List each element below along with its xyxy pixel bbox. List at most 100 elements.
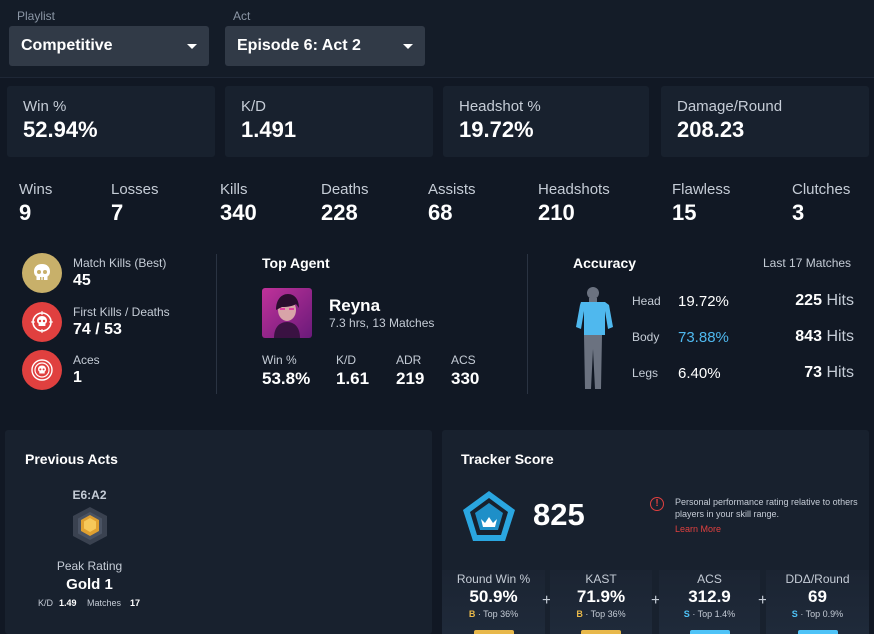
tracker-cell-acs: ACS 312.9 S · Top 1.4% bbox=[659, 570, 760, 634]
agent-stat-label: Win % bbox=[262, 353, 297, 367]
tracker-cell-grade: B bbox=[468, 609, 476, 619]
accuracy-hits-label: Hits bbox=[826, 328, 854, 345]
mini-stat-value: 7 bbox=[111, 200, 124, 225]
mini-stat-value: 68 bbox=[428, 200, 453, 225]
badge-label: Aces bbox=[73, 353, 100, 367]
peak-rating-label: Peak Rating bbox=[56, 559, 123, 573]
mini-stat-value: 3 bbox=[792, 200, 805, 225]
tracker-cell-value: 69 bbox=[808, 587, 827, 606]
badge-value: 74 / 53 bbox=[73, 321, 122, 338]
mini-stat-label: Headshots bbox=[538, 181, 610, 198]
accuracy-pct: 19.72% bbox=[678, 292, 729, 310]
divider bbox=[216, 254, 217, 394]
badge-value: 1 bbox=[73, 369, 82, 386]
previous-act-kd-label: K/D bbox=[38, 598, 54, 608]
mini-stat-wins: Wins 9 bbox=[19, 181, 52, 226]
accuracy-title: Accuracy bbox=[573, 255, 637, 271]
tracker-cell-label: ACS bbox=[697, 572, 722, 586]
chevron-down-icon bbox=[403, 43, 413, 49]
agent-stat-label: ADR bbox=[396, 353, 422, 367]
tracker-cell-value: 71.9% bbox=[576, 587, 626, 606]
agent-stat-adr: ADR 219 bbox=[396, 353, 424, 389]
tracker-cell-grade: S bbox=[683, 609, 690, 619]
stat-card-value: 19.72% bbox=[459, 117, 534, 142]
stat-card-headshot-pct: Headshot % 19.72% bbox=[443, 86, 649, 157]
previous-act-kd-value: 1.49 bbox=[59, 598, 77, 608]
stat-card-label: K/D bbox=[241, 98, 267, 115]
tracker-cell-grade: B bbox=[576, 609, 583, 619]
plus-icon: + bbox=[542, 592, 552, 609]
tracker-score-info-text: Personal performance rating relative to … bbox=[675, 497, 858, 519]
tracker-cell-bar bbox=[473, 630, 514, 634]
tracker-cell-value: 50.9% bbox=[469, 587, 518, 606]
stat-card-label: Headshot % bbox=[459, 98, 541, 115]
agent-stat-label: K/D bbox=[336, 353, 357, 367]
mini-stat-label: Losses bbox=[111, 181, 159, 198]
agent-portrait[interactable] bbox=[262, 288, 312, 338]
act-select[interactable]: Episode 6: Act 2 bbox=[225, 26, 425, 66]
previous-act-name: E6:A2 bbox=[72, 488, 107, 502]
mini-stat-losses: Losses 7 bbox=[111, 181, 159, 226]
mini-stat-value: 15 bbox=[672, 200, 697, 225]
mini-stat-value: 228 bbox=[321, 200, 358, 225]
act-select-value: Episode 6: Act 2 bbox=[237, 37, 361, 54]
tracker-cell-value: 312.9 bbox=[688, 587, 731, 606]
stat-card-win-pct: Win % 52.94% bbox=[7, 86, 215, 157]
accuracy-range: Last 17 Matches bbox=[763, 256, 852, 270]
mini-stat-label: Assists bbox=[428, 181, 476, 198]
agent-name: Reyna bbox=[329, 296, 381, 315]
tracker-cell-bar bbox=[689, 630, 730, 634]
learn-more-link[interactable]: Learn More bbox=[675, 524, 722, 534]
accuracy-hits: 225 bbox=[795, 292, 822, 309]
agent-stat-kd: K/D 1.61 bbox=[336, 353, 369, 389]
skull-icon bbox=[22, 253, 62, 293]
accuracy-hits-label: Hits bbox=[826, 364, 854, 381]
top-agent-title: Top Agent bbox=[262, 255, 330, 271]
mini-stat-assists: Assists 68 bbox=[428, 181, 476, 226]
agent-portrait-icon bbox=[274, 294, 300, 338]
stat-card-value: 52.94% bbox=[23, 117, 98, 142]
tracker-score-title: Tracker Score bbox=[461, 451, 554, 467]
agent-stat-acs: ACS 330 bbox=[451, 353, 479, 389]
agent-stat-label: ACS bbox=[451, 353, 476, 367]
tracker-cell-label: KAST bbox=[585, 572, 617, 586]
accuracy-row-body: Body 73.88% 843 Hits bbox=[632, 328, 854, 346]
agent-stat-value: 219 bbox=[396, 369, 425, 388]
tracker-cell-top: · Top 1.4% bbox=[692, 609, 736, 619]
tracker-cell-bar bbox=[797, 630, 838, 634]
badge-value: 45 bbox=[73, 272, 91, 289]
tracker-cell-grade: S bbox=[791, 609, 798, 619]
peak-rating-value: Gold 1 bbox=[66, 576, 113, 593]
info-icon[interactable]: ! bbox=[650, 497, 664, 511]
crosshair-skull-icon bbox=[22, 302, 62, 342]
agent-stat-value: 53.8% bbox=[262, 369, 311, 388]
mini-stat-label: Kills bbox=[220, 181, 248, 198]
accuracy-pct: 73.88% bbox=[678, 328, 729, 346]
target-skull-icon bbox=[22, 350, 62, 390]
accuracy-hits: 73 bbox=[804, 364, 822, 381]
tracker-score-emblem-icon bbox=[459, 489, 519, 550]
mini-stat-label: Wins bbox=[19, 181, 53, 198]
agent-meta: 7.3 hrs, 13 Matches bbox=[329, 316, 435, 330]
badge-label: First Kills / Deaths bbox=[73, 305, 170, 319]
plus-icon: + bbox=[651, 592, 661, 609]
accuracy-hits-label: Hits bbox=[826, 292, 854, 309]
mini-stat-label: Flawless bbox=[672, 181, 731, 198]
divider bbox=[527, 254, 528, 394]
stat-card-value: 208.23 bbox=[677, 117, 745, 142]
mini-stat-label: Clutches bbox=[792, 181, 851, 198]
stat-card-kd: K/D 1.491 bbox=[225, 86, 433, 157]
tracker-cell-label: DDΔ/Round bbox=[785, 572, 850, 586]
previous-act-matches-value: 17 bbox=[130, 598, 141, 608]
gold-rank-icon[interactable] bbox=[71, 506, 109, 551]
tracker-cell-label: Round Win % bbox=[456, 572, 531, 586]
playlist-select[interactable]: Competitive bbox=[9, 26, 209, 66]
tracker-cell-top: · Top 36% bbox=[585, 609, 626, 619]
accuracy-part-label: Legs bbox=[632, 366, 659, 380]
mini-stat-label: Deaths bbox=[321, 181, 369, 198]
tracker-score-value: 825 bbox=[533, 497, 585, 532]
accuracy-part-label: Body bbox=[632, 330, 660, 344]
mini-stat-flawless: Flawless 15 bbox=[672, 181, 730, 226]
mini-stat-kills: Kills 340 bbox=[220, 181, 257, 226]
mini-stat-value: 9 bbox=[19, 200, 32, 225]
